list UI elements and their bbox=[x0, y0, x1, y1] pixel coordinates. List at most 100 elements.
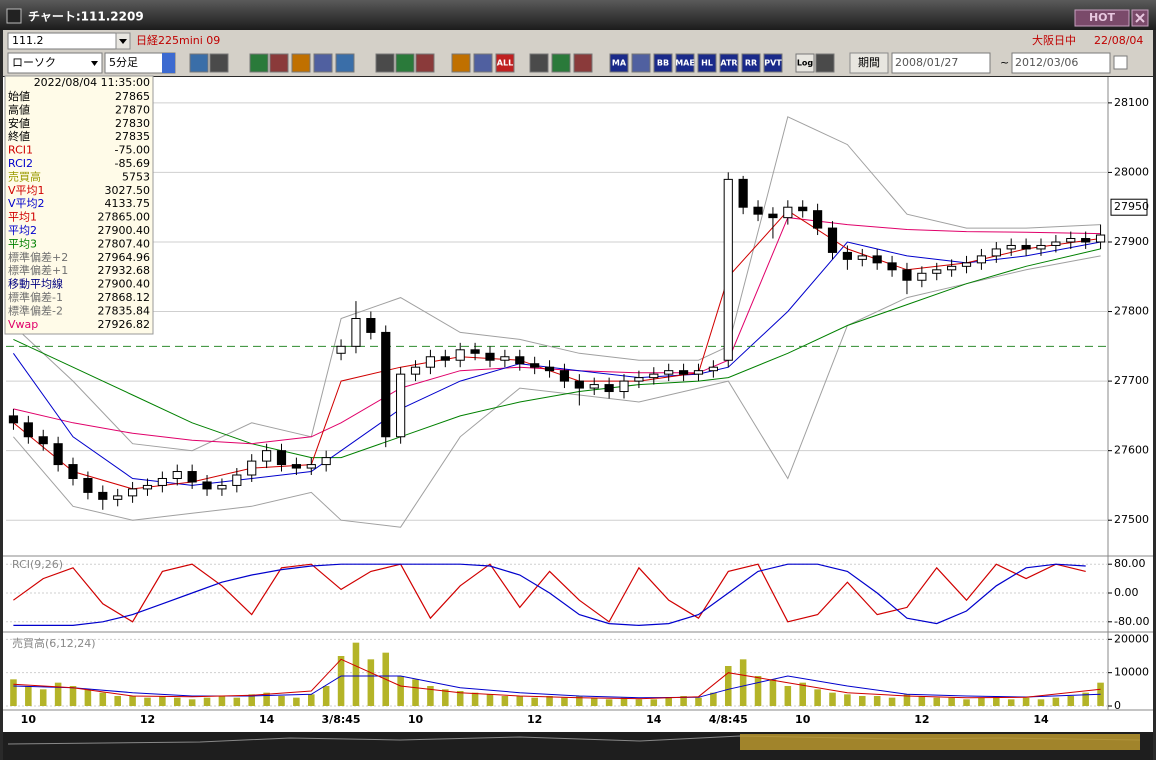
toolbar-icon[interactable] bbox=[269, 53, 289, 73]
toolbar-icon[interactable] bbox=[395, 53, 415, 73]
candle-body bbox=[827, 227, 838, 253]
navigator-window[interactable] bbox=[740, 734, 1140, 750]
panel-title: 売買高(6,12,24) bbox=[12, 636, 96, 650]
info-value: 27865.00 bbox=[98, 211, 151, 224]
candle-body bbox=[247, 460, 257, 476]
volume-bar bbox=[710, 692, 717, 706]
candle-body bbox=[842, 251, 852, 260]
candle-body bbox=[798, 206, 808, 212]
toolbar-icon[interactable] bbox=[741, 53, 761, 73]
toolbar-icon-label[interactable]: MA bbox=[612, 59, 627, 68]
last-price-box bbox=[1110, 198, 1148, 216]
date-to[interactable] bbox=[1011, 52, 1111, 74]
candle-body bbox=[38, 436, 48, 445]
app-icon bbox=[6, 8, 22, 24]
toolbar-icon[interactable] bbox=[719, 53, 739, 73]
toolbar-icon[interactable] bbox=[249, 53, 269, 73]
candle-body bbox=[23, 422, 33, 438]
volume-bar bbox=[516, 696, 524, 706]
period-label[interactable]: 期間 bbox=[858, 56, 880, 69]
checkbox[interactable] bbox=[1113, 55, 1128, 70]
market-date: 22/08/04 bbox=[1094, 34, 1143, 47]
y-tick-label: 28100 bbox=[1114, 96, 1149, 109]
x-tick-label: 14 bbox=[646, 713, 662, 726]
toolbar-icon[interactable] bbox=[291, 53, 311, 73]
toolbar-icon-label[interactable]: ALL bbox=[497, 59, 513, 68]
candle-body bbox=[8, 415, 19, 424]
toolbar-icon[interactable] bbox=[763, 53, 783, 73]
toolbar-icon[interactable] bbox=[313, 53, 333, 73]
code-text: 111.2 bbox=[12, 34, 44, 47]
candle-body bbox=[276, 450, 287, 466]
toolbar-icon[interactable] bbox=[335, 53, 355, 73]
info-label: 始値 bbox=[8, 89, 30, 103]
volume-bar bbox=[397, 676, 404, 706]
overlay-line bbox=[13, 116, 1101, 452]
candle-body bbox=[68, 464, 78, 479]
volume-bar bbox=[39, 689, 47, 706]
candle-body bbox=[649, 373, 659, 379]
toolbar-icon-label[interactable]: HL bbox=[701, 59, 713, 68]
volume-bar bbox=[352, 642, 360, 706]
info-value: 27964.96 bbox=[98, 251, 151, 264]
info-value: 27900.40 bbox=[98, 278, 151, 291]
candle-body bbox=[932, 269, 942, 274]
toolbar-icon[interactable] bbox=[189, 53, 209, 73]
volume-bar bbox=[69, 686, 77, 706]
toolbar-icon[interactable] bbox=[551, 53, 571, 73]
toolbar-icon[interactable] bbox=[529, 53, 549, 73]
toolbar-icon[interactable] bbox=[209, 53, 229, 73]
toolbar-icon[interactable] bbox=[415, 53, 435, 73]
volume-bar bbox=[188, 699, 196, 706]
volume-average-line bbox=[13, 658, 1101, 700]
date-from[interactable] bbox=[891, 52, 991, 74]
volume-bar bbox=[978, 697, 985, 706]
volume-bar bbox=[1037, 699, 1045, 706]
volume-bar bbox=[456, 691, 464, 706]
volume-bar bbox=[769, 679, 777, 706]
interval-dropdown[interactable] bbox=[162, 53, 175, 73]
toolbar-icon[interactable] bbox=[795, 53, 815, 73]
toolbar-icon-label[interactable]: BB bbox=[657, 59, 669, 68]
toolbar-icon[interactable] bbox=[495, 53, 515, 73]
volume-bar bbox=[159, 696, 166, 706]
toolbar-icon-label[interactable]: PVT bbox=[764, 59, 782, 68]
candle-body bbox=[440, 356, 450, 361]
hot-label[interactable]: HOT bbox=[1089, 11, 1116, 24]
rci-line bbox=[13, 563, 1086, 627]
period-button[interactable] bbox=[849, 52, 889, 74]
toolbar-icon[interactable] bbox=[815, 53, 835, 73]
candle-body bbox=[142, 484, 153, 490]
volume-bar bbox=[1082, 692, 1089, 706]
style-select[interactable] bbox=[7, 52, 103, 74]
toolbar-icon-label[interactable]: RR bbox=[745, 59, 757, 68]
toolbar-icon[interactable] bbox=[631, 53, 651, 73]
toolbar-icon[interactable] bbox=[697, 53, 717, 73]
info-box bbox=[4, 75, 154, 335]
toolbar-icon[interactable] bbox=[573, 53, 593, 73]
toolbar-icon[interactable] bbox=[451, 53, 471, 73]
candle-body bbox=[589, 384, 599, 389]
candle-body bbox=[723, 178, 733, 361]
hot-button[interactable] bbox=[1074, 9, 1130, 27]
volume-bar bbox=[680, 696, 687, 706]
toolbar-icon-label[interactable]: MAE bbox=[675, 59, 695, 68]
y-tick-label: 0 bbox=[1114, 699, 1121, 712]
toolbar-icon[interactable] bbox=[473, 53, 493, 73]
toolbar-icon-label[interactable]: ATR bbox=[720, 59, 737, 68]
candle-body bbox=[351, 318, 361, 347]
volume-bar bbox=[799, 682, 806, 706]
toolbar-icon[interactable] bbox=[609, 53, 629, 73]
toolbar-icon-label[interactable]: Log bbox=[797, 59, 814, 68]
info-label: 終値 bbox=[8, 129, 30, 143]
candle-body bbox=[1095, 234, 1106, 243]
volume-bar bbox=[1022, 697, 1030, 706]
candle-body bbox=[470, 349, 480, 354]
info-label: RCI2 bbox=[8, 157, 33, 170]
volume-bar bbox=[293, 697, 300, 706]
market-name: 大阪日中 bbox=[1032, 33, 1076, 47]
volume-bar bbox=[859, 696, 866, 706]
toolbar-icon[interactable] bbox=[375, 53, 395, 73]
toolbar-icon[interactable] bbox=[653, 53, 673, 73]
toolbar-icon[interactable] bbox=[675, 53, 695, 73]
